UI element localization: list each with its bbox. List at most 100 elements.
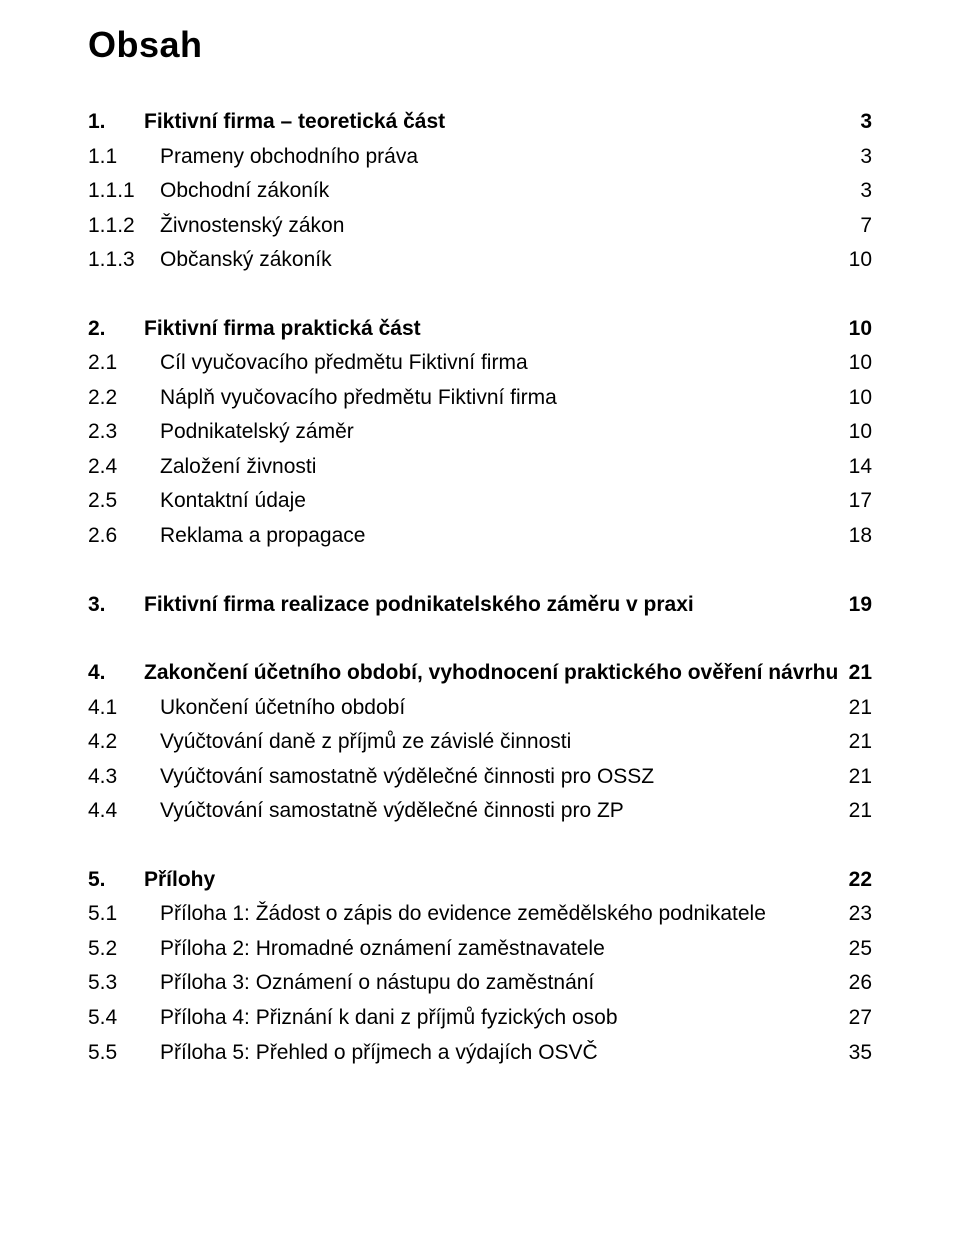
toc-entry-number: 5.5 bbox=[88, 1037, 160, 1070]
toc-entry-page: 35 bbox=[847, 1037, 872, 1070]
toc-entry-label: Reklama a propagace bbox=[160, 520, 365, 553]
toc-entry-page: 10 bbox=[847, 382, 872, 415]
toc-entry: 1.1.1Obchodní zákoník 3 bbox=[88, 175, 872, 208]
toc-entry-page: 10 bbox=[847, 416, 872, 449]
toc-entry: 5.4Příloha 4: Přiznání k dani z příjmů f… bbox=[88, 1002, 872, 1035]
toc-entry-page: 14 bbox=[847, 451, 872, 484]
toc-entry-number: 5.2 bbox=[88, 933, 160, 966]
toc-entry-page: 10 bbox=[847, 244, 872, 277]
toc-entry-number: 5.1 bbox=[88, 898, 160, 931]
toc-entry-number: 5.4 bbox=[88, 1002, 160, 1035]
toc-entry-number: 2.6 bbox=[88, 520, 160, 553]
toc-section: 2.Fiktivní firma praktická část102.1Cíl … bbox=[88, 313, 872, 553]
toc-entry-page: 19 bbox=[847, 589, 872, 622]
toc-entry: 1.1Prameny obchodního práva 3 bbox=[88, 141, 872, 174]
toc-entry-page: 7 bbox=[858, 210, 872, 243]
toc-entry: 4.3Vyúčtování samostatně výdělečné činno… bbox=[88, 761, 872, 794]
toc-entry-number: 1.1.1 bbox=[88, 175, 160, 208]
toc-entry-page: 27 bbox=[847, 1002, 872, 1035]
toc-entry-page: 3 bbox=[858, 141, 872, 174]
toc-entry-number: 2. bbox=[88, 313, 144, 346]
toc-entry-page: 25 bbox=[847, 933, 872, 966]
toc-entry-number: 2.3 bbox=[88, 416, 160, 449]
toc-section: 1.Fiktivní firma – teoretická část31.1Pr… bbox=[88, 106, 872, 277]
toc-section: 5.Přílohy225.1Příloha 1: Žádost o zápis … bbox=[88, 864, 872, 1069]
toc-entry-page: 21 bbox=[847, 726, 872, 759]
toc-entry-number: 4.2 bbox=[88, 726, 160, 759]
toc-entry-page: 10 bbox=[847, 347, 872, 380]
toc-entry-label: Vyúčtování samostatně výdělečné činnosti… bbox=[160, 795, 624, 828]
toc-entry-label: Vyúčtování samostatně výdělečné činnosti… bbox=[160, 761, 654, 794]
toc-entry-page: 22 bbox=[847, 864, 872, 897]
toc-entry: 4.4Vyúčtování samostatně výdělečné činno… bbox=[88, 795, 872, 828]
toc-entry-label: Náplň vyučovacího předmětu Fiktivní firm… bbox=[160, 382, 557, 415]
toc-entry: 2.1Cíl vyučovacího předmětu Fiktivní fir… bbox=[88, 347, 872, 380]
toc-entry-label: Občanský zákoník bbox=[160, 244, 332, 277]
toc-entry-label: Ukončení účetního období bbox=[160, 692, 405, 725]
toc-entry-label: Fiktivní firma realizace podnikatelského… bbox=[144, 589, 694, 622]
toc-entry-page: 21 bbox=[847, 657, 872, 690]
toc-entry: 2.6Reklama a propagace 18 bbox=[88, 520, 872, 553]
toc-entry-page: 26 bbox=[847, 967, 872, 1000]
toc-entry-label: Přílohy bbox=[144, 864, 215, 897]
toc-entry-page: 21 bbox=[847, 692, 872, 725]
toc-entry: 2.4Založení živnosti 14 bbox=[88, 451, 872, 484]
toc-entry-label: Vyúčtování daně z příjmů ze závislé činn… bbox=[160, 726, 571, 759]
toc-entry: 4.1Ukončení účetního období 21 bbox=[88, 692, 872, 725]
toc-entry-label: Fiktivní firma – teoretická část bbox=[144, 106, 445, 139]
toc-entry: 5.2Příloha 2: Hromadné oznámení zaměstna… bbox=[88, 933, 872, 966]
toc-entry: 2.2Náplň vyučovacího předmětu Fiktivní f… bbox=[88, 382, 872, 415]
toc-entry-number: 4. bbox=[88, 657, 144, 690]
toc-entry-number: 4.1 bbox=[88, 692, 160, 725]
toc-entry-number: 2.1 bbox=[88, 347, 160, 380]
toc-entry-number: 4.3 bbox=[88, 761, 160, 794]
toc-entry-page: 17 bbox=[847, 485, 872, 518]
toc-entry-label: Kontaktní údaje bbox=[160, 485, 306, 518]
toc-entry-number: 2.2 bbox=[88, 382, 160, 415]
toc-entry-number: 1.1.2 bbox=[88, 210, 160, 243]
toc-entry-number: 5. bbox=[88, 864, 144, 897]
toc-entry-number: 5.3 bbox=[88, 967, 160, 1000]
toc-entry-number: 1.1.3 bbox=[88, 244, 160, 277]
toc: 1.Fiktivní firma – teoretická část31.1Pr… bbox=[88, 106, 872, 1069]
toc-entry-label: Příloha 1: Žádost o zápis do evidence ze… bbox=[160, 898, 766, 931]
toc-entry-page: 3 bbox=[858, 175, 872, 208]
toc-entry-label: Příloha 5: Přehled o příjmech a výdajích… bbox=[160, 1037, 598, 1070]
toc-entry: 1.1.3Občanský zákoník 10 bbox=[88, 244, 872, 277]
toc-entry-label: Živnostenský zákon bbox=[160, 210, 344, 243]
toc-entry-number: 1. bbox=[88, 106, 144, 139]
toc-entry-number: 2.4 bbox=[88, 451, 160, 484]
toc-entry-number: 4.4 bbox=[88, 795, 160, 828]
toc-entry: 5.Přílohy 22 bbox=[88, 864, 872, 897]
toc-entry-label: Prameny obchodního práva bbox=[160, 141, 418, 174]
toc-entry-number: 1.1 bbox=[88, 141, 160, 174]
toc-entry-label: Příloha 3: Oznámení o nástupu do zaměstn… bbox=[160, 967, 594, 1000]
toc-entry: 2.3Podnikatelský záměr 10 bbox=[88, 416, 872, 449]
toc-entry-page: 21 bbox=[847, 761, 872, 794]
toc-entry: 2.5Kontaktní údaje 17 bbox=[88, 485, 872, 518]
toc-entry-number: 3. bbox=[88, 589, 144, 622]
toc-entry-number: 2.5 bbox=[88, 485, 160, 518]
toc-section: 4.Zakončení účetního období, vyhodnocení… bbox=[88, 657, 872, 828]
page-title: Obsah bbox=[88, 24, 872, 66]
toc-entry-label: Cíl vyučovacího předmětu Fiktivní firma bbox=[160, 347, 528, 380]
toc-entry: 1.Fiktivní firma – teoretická část3 bbox=[88, 106, 872, 139]
toc-entry-page: 21 bbox=[847, 795, 872, 828]
toc-entry-label: Fiktivní firma praktická část bbox=[144, 313, 421, 346]
toc-entry-label: Podnikatelský záměr bbox=[160, 416, 354, 449]
toc-entry-label: Příloha 2: Hromadné oznámení zaměstnavat… bbox=[160, 933, 605, 966]
toc-entry-page: 18 bbox=[847, 520, 872, 553]
toc-entry-page: 10 bbox=[847, 313, 872, 346]
toc-entry-label: Příloha 4: Přiznání k dani z příjmů fyzi… bbox=[160, 1002, 618, 1035]
toc-entry-label: Zakončení účetního období, vyhodnocení p… bbox=[144, 657, 838, 690]
toc-entry: 1.1.2Živnostenský zákon 7 bbox=[88, 210, 872, 243]
toc-entry: 3.Fiktivní firma realizace podnikatelské… bbox=[88, 589, 872, 622]
toc-entry-label: Obchodní zákoník bbox=[160, 175, 329, 208]
page: Obsah 1.Fiktivní firma – teoretická část… bbox=[0, 0, 960, 1238]
toc-entry-label: Založení živnosti bbox=[160, 451, 316, 484]
toc-entry: 5.3Příloha 3: Oznámení o nástupu do zamě… bbox=[88, 967, 872, 1000]
toc-entry: 5.1Příloha 1: Žádost o zápis do evidence… bbox=[88, 898, 872, 931]
toc-entry: 5.5Příloha 5: Přehled o příjmech a výdaj… bbox=[88, 1037, 872, 1070]
toc-entry: 4.2Vyúčtování daně z příjmů ze závislé č… bbox=[88, 726, 872, 759]
toc-entry: 4.Zakončení účetního období, vyhodnocení… bbox=[88, 657, 872, 690]
